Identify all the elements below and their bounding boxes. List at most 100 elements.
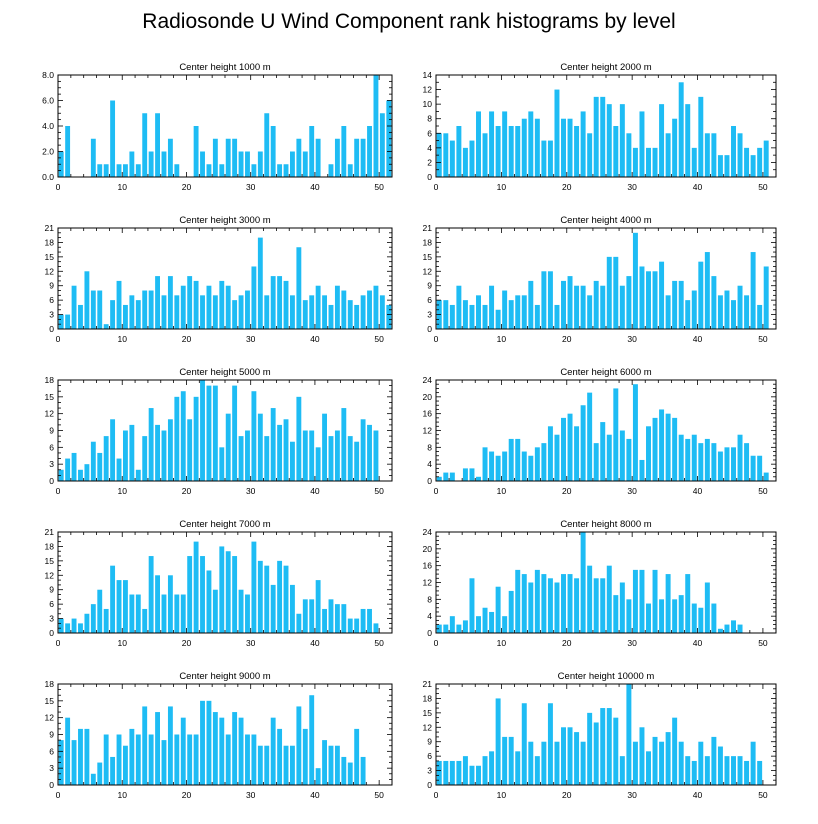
histogram-bar bbox=[245, 734, 250, 785]
histogram-bar bbox=[373, 75, 379, 177]
panel-title: Center height 1000 m bbox=[179, 62, 270, 73]
y-tick-label: 0.0 bbox=[42, 172, 54, 182]
histogram-bar bbox=[123, 580, 128, 633]
histogram-bar bbox=[277, 728, 283, 785]
x-tick-label: 40 bbox=[693, 486, 703, 496]
histogram-bar bbox=[193, 734, 199, 785]
y-tick-label: 12 bbox=[45, 266, 55, 276]
histogram-bar bbox=[302, 430, 308, 481]
histogram-bar bbox=[283, 419, 289, 481]
histogram-bar bbox=[334, 430, 340, 481]
x-tick-label: 40 bbox=[693, 638, 703, 648]
x-tick-label: 40 bbox=[693, 790, 703, 800]
histogram-bar bbox=[251, 541, 257, 633]
histogram-panel: Center height 9000 m 0 3 6 9 12 15 18 0 10 20 30 40 5… bbox=[45, 671, 393, 800]
histogram-bar bbox=[547, 140, 553, 177]
histogram-bar bbox=[587, 565, 593, 633]
histogram-bar bbox=[619, 104, 625, 177]
histogram-bar bbox=[322, 608, 327, 633]
histogram-bar bbox=[731, 756, 736, 785]
histogram-bar bbox=[309, 295, 315, 329]
histogram-bar bbox=[443, 472, 449, 481]
y-tick-label: 21 bbox=[423, 223, 433, 233]
histogram-bar bbox=[367, 290, 372, 329]
histogram-bar bbox=[534, 447, 540, 481]
histogram-bar bbox=[508, 300, 514, 329]
histogram-bar bbox=[449, 760, 455, 785]
y-tick-label: 4 bbox=[427, 611, 432, 621]
histogram-bar bbox=[462, 468, 468, 482]
histogram-bar bbox=[193, 541, 199, 633]
histogram-bar bbox=[521, 295, 527, 329]
histogram-bar bbox=[251, 164, 257, 177]
histogram-bar bbox=[174, 164, 180, 177]
histogram-bar bbox=[515, 569, 521, 634]
histogram-bar bbox=[84, 728, 90, 785]
histogram-bar bbox=[502, 616, 508, 633]
histogram-bar bbox=[652, 147, 658, 177]
x-tick-label: 0 bbox=[56, 182, 61, 192]
histogram-bar bbox=[78, 728, 83, 785]
histogram-bar bbox=[180, 717, 186, 785]
histogram-bar bbox=[142, 706, 148, 785]
histogram-bar bbox=[436, 760, 442, 785]
histogram-bar bbox=[251, 266, 257, 329]
panel-title: Center height 9000 m bbox=[179, 671, 270, 682]
histogram-bar bbox=[646, 147, 651, 177]
x-tick-label: 30 bbox=[246, 182, 256, 192]
histogram-bar bbox=[167, 419, 173, 481]
histogram-bar bbox=[354, 138, 360, 177]
panel-title: Center height 7000 m bbox=[179, 519, 270, 530]
histogram-bar bbox=[717, 451, 723, 481]
histogram-bar bbox=[646, 603, 651, 633]
histogram-bar bbox=[613, 126, 619, 177]
histogram-bar bbox=[489, 611, 495, 633]
x-tick-label: 0 bbox=[56, 486, 61, 496]
histogram-bar bbox=[547, 426, 553, 481]
y-tick-label: 6 bbox=[427, 295, 432, 305]
histogram-bar bbox=[561, 417, 566, 482]
histogram-bar bbox=[632, 384, 638, 481]
histogram-bar bbox=[704, 252, 710, 329]
histogram-bar bbox=[534, 756, 540, 785]
histogram-bar bbox=[580, 111, 586, 177]
histogram-bar bbox=[309, 126, 315, 177]
histogram-bar bbox=[296, 613, 302, 633]
histogram-bar bbox=[386, 304, 392, 329]
histogram-bar bbox=[547, 578, 553, 633]
histogram-bar bbox=[206, 570, 212, 633]
histogram-bar bbox=[672, 717, 678, 785]
histogram-bar bbox=[116, 164, 122, 177]
y-tick-label: 4 bbox=[427, 143, 432, 153]
histogram-bar bbox=[232, 712, 238, 785]
panel-title: Center height 5000 m bbox=[179, 367, 270, 378]
histogram-bar bbox=[225, 138, 231, 177]
y-tick-label: 24 bbox=[423, 375, 433, 385]
histogram-bar bbox=[665, 574, 671, 633]
histogram-bar bbox=[600, 422, 606, 481]
histogram-bar bbox=[309, 430, 315, 481]
histogram-bar bbox=[469, 140, 475, 177]
histogram-bar bbox=[129, 728, 135, 785]
histogram-bar bbox=[187, 734, 193, 785]
histogram-bar bbox=[238, 589, 244, 633]
histogram-bar bbox=[574, 126, 580, 177]
histogram-bar bbox=[341, 126, 347, 177]
histogram-bar bbox=[632, 147, 638, 177]
histogram-bar bbox=[436, 133, 442, 177]
x-tick-label: 0 bbox=[434, 334, 439, 344]
histogram-bar bbox=[652, 417, 658, 482]
histogram-bar bbox=[508, 736, 514, 785]
histogram-bar bbox=[174, 396, 180, 481]
histogram-bar bbox=[515, 295, 521, 329]
histogram-bar bbox=[167, 706, 173, 785]
histogram-bar bbox=[436, 624, 442, 633]
x-tick-label: 10 bbox=[117, 182, 127, 192]
histogram-bar bbox=[71, 618, 77, 633]
histogram-bar bbox=[750, 741, 756, 785]
histogram-bar bbox=[619, 285, 625, 329]
y-tick-label: 12 bbox=[423, 722, 433, 732]
histogram-bar bbox=[685, 756, 691, 785]
histogram-bar bbox=[561, 280, 566, 329]
histogram-bar bbox=[283, 280, 289, 329]
